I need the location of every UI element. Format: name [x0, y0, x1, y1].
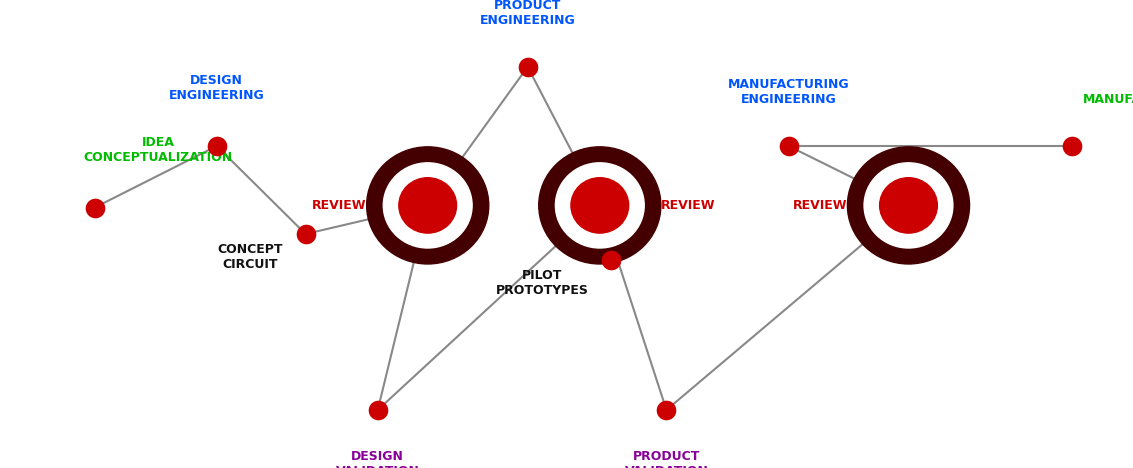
Point [519, 63, 537, 71]
Point [602, 256, 620, 264]
Point [207, 142, 225, 150]
Text: PILOT
PROTOTYPES: PILOT PROTOTYPES [496, 269, 589, 297]
Point [657, 406, 675, 414]
Text: MANUFACTURING
ENGINEERING: MANUFACTURING ENGINEERING [727, 79, 850, 106]
Point [368, 406, 386, 414]
Point [780, 142, 798, 150]
Text: REVIEW: REVIEW [793, 199, 847, 212]
Text: CONCEPT
CIRCUIT: CONCEPT CIRCUIT [218, 243, 283, 271]
Text: MANUFACTURING: MANUFACTURING [1083, 94, 1133, 106]
Ellipse shape [847, 147, 970, 264]
Ellipse shape [539, 147, 661, 264]
Ellipse shape [879, 178, 937, 233]
Point [1063, 142, 1081, 150]
Text: DESIGN
VALIDATION: DESIGN VALIDATION [335, 450, 419, 468]
Ellipse shape [367, 147, 488, 264]
Text: IDEA
CONCEPTUALIZATION: IDEA CONCEPTUALIZATION [84, 136, 232, 164]
Point [86, 204, 104, 212]
Text: REVIEW: REVIEW [661, 199, 715, 212]
Ellipse shape [555, 163, 645, 248]
Text: REVIEW: REVIEW [312, 199, 367, 212]
Point [297, 230, 315, 238]
Text: PRODUCT
VALIDATION: PRODUCT VALIDATION [624, 450, 708, 468]
Ellipse shape [864, 163, 953, 248]
Text: DESIGN
ENGINEERING: DESIGN ENGINEERING [169, 74, 265, 102]
Ellipse shape [383, 163, 472, 248]
Ellipse shape [399, 178, 457, 233]
Text: PRODUCT
ENGINEERING: PRODUCT ENGINEERING [479, 0, 576, 27]
Ellipse shape [571, 178, 629, 233]
